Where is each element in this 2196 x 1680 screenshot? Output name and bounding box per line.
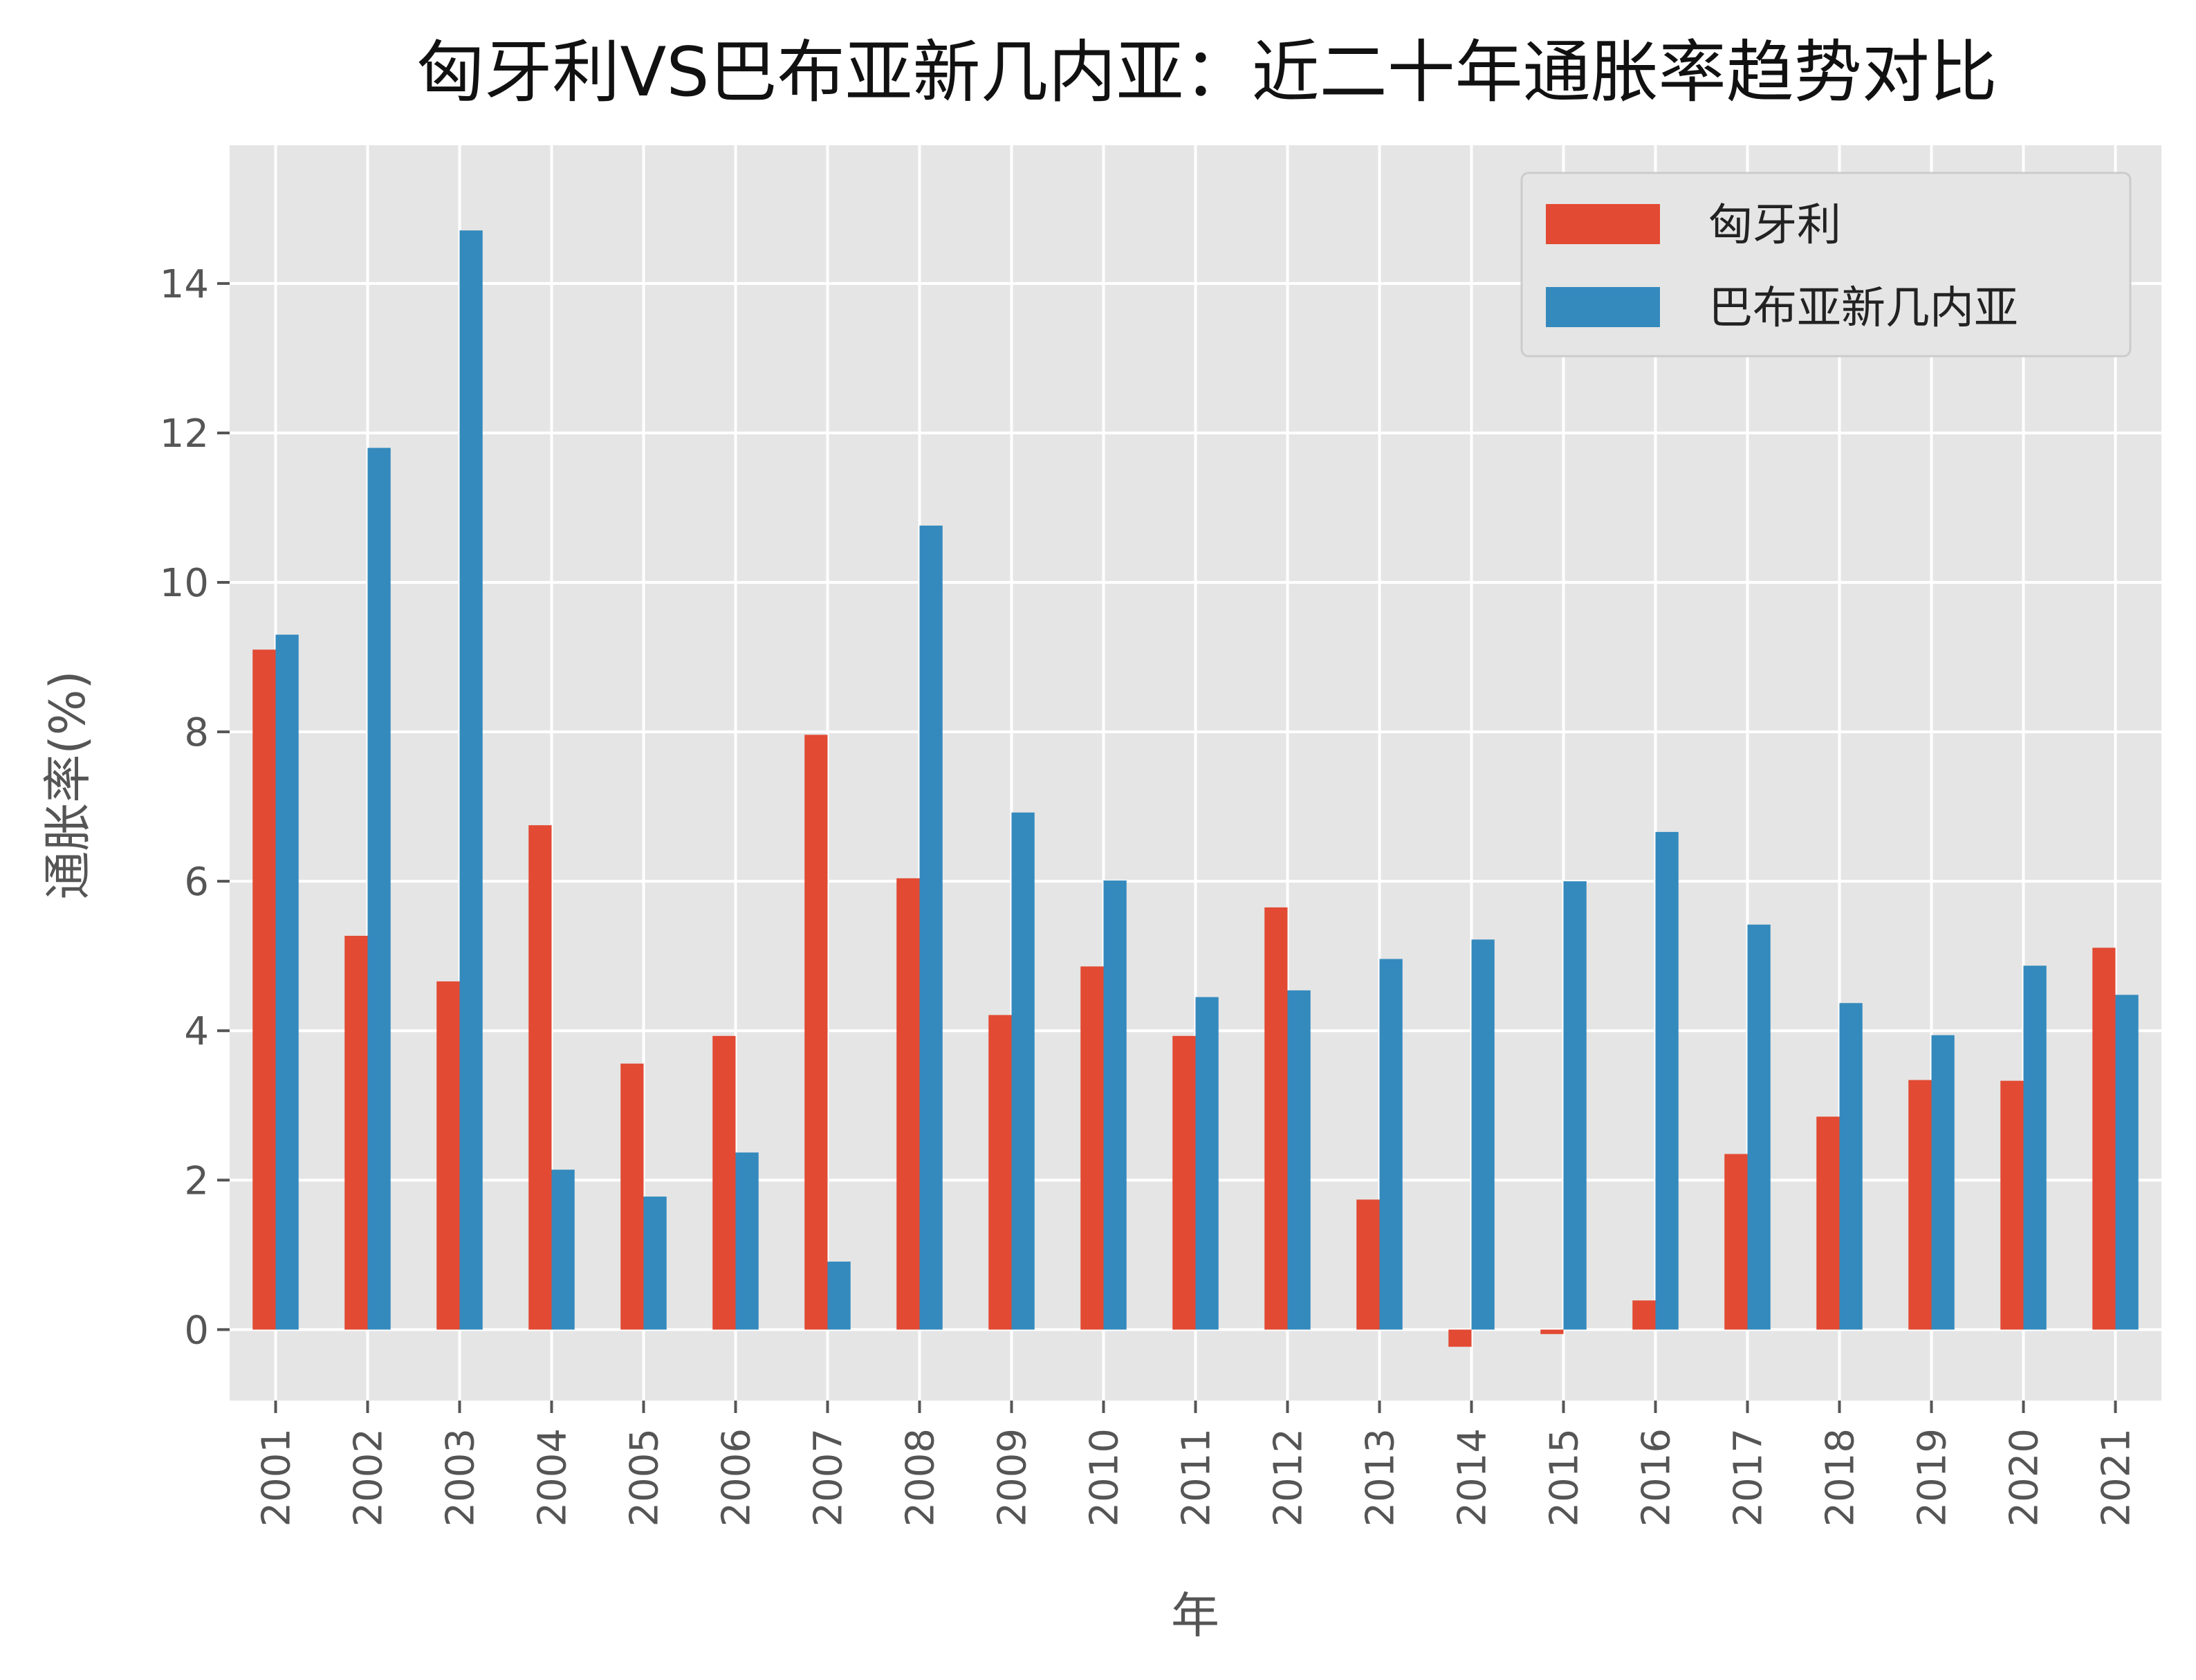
bar-png	[1931, 1035, 1955, 1330]
bar-hungary	[1816, 1116, 1840, 1330]
x-tick-label: 2016	[1634, 1428, 1679, 1527]
bar-hungary	[2092, 948, 2116, 1330]
x-tick-label: 2008	[898, 1428, 943, 1527]
bar-png	[919, 525, 943, 1330]
x-tick-label: 2006	[714, 1428, 759, 1527]
x-tick-label: 2018	[1818, 1428, 1863, 1527]
y-axis-label: 通胀率(%)	[39, 670, 96, 899]
bar-hungary	[1724, 1154, 1748, 1330]
y-tick-label: 6	[184, 860, 209, 905]
bar-hungary	[2000, 1080, 2024, 1330]
y-tick-label: 14	[160, 262, 209, 307]
bar-png	[1287, 990, 1311, 1330]
bar-png	[1195, 997, 1219, 1330]
bar-png	[459, 230, 483, 1330]
bar-png	[735, 1152, 759, 1330]
bar-hungary	[896, 878, 920, 1330]
y-tick-label: 4	[184, 1009, 209, 1054]
bar-png	[275, 634, 299, 1330]
legend-label: 巴布亚新几内亚	[1708, 283, 2018, 334]
bar-png	[1747, 924, 1771, 1330]
bar-png	[827, 1262, 851, 1330]
bar-png	[551, 1170, 575, 1330]
bar-hungary	[1080, 966, 1104, 1330]
x-tick-label: 2020	[2002, 1428, 2047, 1527]
bar-hungary	[252, 649, 276, 1330]
bar-png	[1103, 880, 1127, 1330]
x-tick-label: 2005	[622, 1428, 667, 1527]
legend-swatch	[1546, 204, 1660, 244]
bar-hungary	[436, 981, 460, 1330]
x-tick-label: 2002	[347, 1428, 391, 1527]
x-tick-label: 2014	[1450, 1428, 1495, 1527]
bar-hungary	[1632, 1300, 1656, 1330]
legend-label: 匈牙利	[1708, 200, 1841, 251]
legend-box	[1520, 172, 2132, 358]
x-tick-label: 2010	[1082, 1428, 1127, 1527]
bar-png	[2115, 995, 2139, 1330]
legend-swatch	[1546, 287, 1660, 327]
bar-png	[1011, 812, 1035, 1330]
bar-png	[1655, 831, 1679, 1330]
y-tick-label: 2	[184, 1159, 209, 1203]
x-tick-label: 2019	[1910, 1428, 1955, 1527]
x-tick-label: 2009	[990, 1428, 1035, 1527]
x-tick-label: 2017	[1726, 1428, 1771, 1527]
x-tick-label: 2001	[255, 1428, 299, 1527]
y-tick-label: 12	[160, 412, 209, 456]
x-tick-label: 2012	[1266, 1428, 1311, 1527]
y-tick-label: 0	[184, 1308, 209, 1353]
x-tick-label: 2003	[439, 1428, 483, 1527]
bar-hungary	[344, 936, 368, 1330]
x-tick-label: 2021	[2094, 1428, 2139, 1527]
bar-png	[1471, 939, 1495, 1330]
bar-hungary	[1540, 1329, 1564, 1334]
y-tick-label: 10	[160, 561, 209, 606]
bar-hungary	[528, 825, 552, 1330]
bar-hungary	[804, 735, 828, 1330]
bar-png	[2023, 966, 2047, 1330]
bar-hungary	[712, 1035, 736, 1330]
x-tick-label: 2004	[530, 1428, 575, 1527]
x-tick-label: 2013	[1358, 1428, 1403, 1527]
bar-hungary	[1264, 907, 1288, 1330]
bar-hungary	[1356, 1199, 1380, 1330]
y-tick-label: 8	[184, 710, 209, 755]
bar-png	[1839, 1003, 1863, 1330]
chart-title: 匈牙利VS巴布亚新几内亚：近二十年通胀率趋势对比	[416, 33, 1997, 112]
bar-hungary	[1908, 1080, 1932, 1330]
x-tick-label: 2011	[1174, 1428, 1219, 1527]
bar-png	[1563, 881, 1587, 1330]
bar-hungary	[1448, 1329, 1472, 1347]
bar-png	[1379, 959, 1403, 1330]
x-tick-label: 2007	[806, 1428, 851, 1527]
bar-hungary	[988, 1015, 1012, 1330]
bar-png	[643, 1197, 667, 1330]
x-tick-label: 2015	[1542, 1428, 1587, 1527]
x-axis-label: 年	[1171, 1587, 1219, 1644]
bar-hungary	[620, 1063, 644, 1330]
bar-png	[367, 447, 391, 1330]
bar-hungary	[1172, 1035, 1196, 1330]
